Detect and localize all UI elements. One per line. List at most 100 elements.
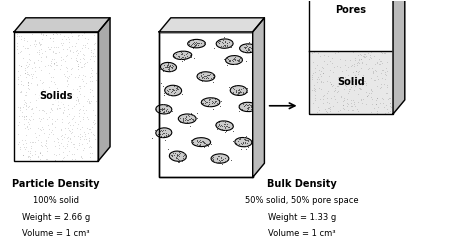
Point xyxy=(25,122,32,126)
Point xyxy=(28,153,36,156)
Point xyxy=(35,108,43,112)
Point xyxy=(23,72,30,76)
Point xyxy=(191,43,199,47)
Point xyxy=(247,104,255,108)
Point xyxy=(193,111,201,115)
Point xyxy=(311,66,319,70)
Point xyxy=(33,50,40,54)
Point xyxy=(74,34,82,38)
Point xyxy=(239,140,247,144)
Point xyxy=(360,78,368,82)
Point xyxy=(209,96,216,100)
Point xyxy=(347,98,355,102)
Point xyxy=(354,100,362,104)
Point xyxy=(235,88,243,92)
Point xyxy=(158,106,165,110)
Point xyxy=(195,75,203,79)
Point xyxy=(50,57,57,61)
Point xyxy=(311,98,319,102)
Point xyxy=(73,147,81,151)
Point xyxy=(183,54,191,58)
Point xyxy=(202,76,210,79)
Point xyxy=(165,67,173,71)
Point xyxy=(209,158,217,162)
Point xyxy=(187,43,195,47)
Point xyxy=(88,68,95,72)
Point xyxy=(166,87,174,91)
Point xyxy=(39,80,46,84)
Point xyxy=(50,152,57,156)
Point xyxy=(39,88,47,91)
Point xyxy=(334,90,342,93)
Point xyxy=(59,93,67,97)
Point xyxy=(246,45,253,49)
Point xyxy=(46,71,53,75)
Point xyxy=(49,75,57,79)
Point xyxy=(24,154,31,158)
Point xyxy=(239,142,247,145)
Point xyxy=(36,127,43,131)
Point xyxy=(85,99,92,103)
Point xyxy=(64,92,71,96)
Point xyxy=(315,77,323,81)
Point xyxy=(242,140,249,144)
Point xyxy=(91,41,99,45)
Point xyxy=(229,59,237,63)
Point xyxy=(63,75,71,78)
Point xyxy=(69,50,76,54)
Point xyxy=(225,59,233,63)
Point xyxy=(243,103,251,107)
Point xyxy=(82,108,90,112)
Point xyxy=(239,91,247,95)
Point xyxy=(50,80,58,84)
Point xyxy=(46,36,54,40)
Point xyxy=(372,102,380,106)
Point xyxy=(237,56,244,60)
Point xyxy=(373,96,381,100)
Point xyxy=(180,55,187,59)
Point xyxy=(317,87,325,91)
Point xyxy=(170,54,177,58)
Point xyxy=(190,41,198,44)
Point xyxy=(156,107,164,111)
Bar xyxy=(309,0,393,114)
Point xyxy=(332,87,339,90)
Point xyxy=(20,39,28,42)
Point xyxy=(160,109,168,113)
Point xyxy=(235,142,243,146)
Point xyxy=(158,129,166,132)
Point xyxy=(383,83,391,87)
Point xyxy=(371,62,379,66)
Point xyxy=(173,88,180,92)
Point xyxy=(76,92,84,96)
Point xyxy=(182,55,189,59)
Point xyxy=(87,54,95,58)
Point xyxy=(42,139,50,143)
Point xyxy=(383,107,391,111)
Point xyxy=(206,97,214,101)
Point xyxy=(178,93,185,96)
Point xyxy=(173,153,181,157)
Point xyxy=(19,56,27,60)
Point xyxy=(210,107,217,111)
Point xyxy=(80,130,88,134)
Point xyxy=(48,122,55,126)
Point xyxy=(181,58,188,62)
Point xyxy=(175,49,182,53)
Point xyxy=(215,124,222,128)
Point xyxy=(168,66,175,70)
Point xyxy=(190,140,197,144)
Point xyxy=(213,157,221,161)
Point xyxy=(334,101,341,104)
Point xyxy=(217,155,224,158)
Point xyxy=(45,127,53,131)
Point xyxy=(64,135,72,139)
Point xyxy=(164,65,172,69)
Point xyxy=(173,56,181,60)
Point xyxy=(226,58,234,62)
Point xyxy=(49,36,57,40)
Point xyxy=(181,49,188,53)
Point xyxy=(46,63,54,67)
Point xyxy=(160,110,168,114)
Point xyxy=(358,83,366,87)
